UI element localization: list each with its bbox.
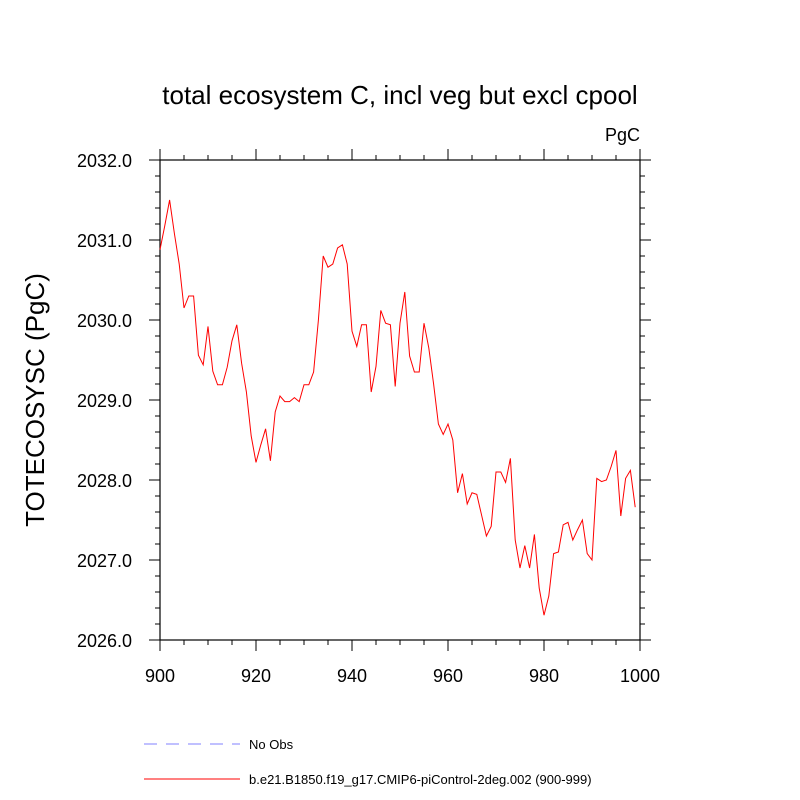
y-tick-label: 2028.0 (77, 471, 132, 491)
y-tick-label: 2027.0 (77, 551, 132, 571)
plot-frame (159, 159, 641, 641)
y-tick-label: 2032.0 (77, 151, 132, 171)
y-tick-label: 2031.0 (77, 231, 132, 251)
y-tick-label: 2026.0 (77, 631, 132, 651)
plot-area (159, 159, 641, 641)
x-tick-label: 900 (145, 666, 175, 686)
x-tick-label: 940 (337, 666, 367, 686)
y-tick-label: 2029.0 (77, 391, 132, 411)
axis-ticks: 900 920 940 960 980 1000 2026.0 2027.0 2028.0 202… (77, 149, 660, 686)
legend-label-1: b.e21.B1850.f19_g17.CMIP6-piControl-2deg… (249, 772, 592, 787)
units-label: PgC (605, 125, 640, 145)
series-layer (159, 199, 636, 616)
x-tick-label: 920 (241, 666, 271, 686)
series-line-1 (159, 199, 636, 616)
y-tick-label: 2030.0 (77, 311, 132, 331)
x-tick-label: 960 (433, 666, 463, 686)
chart-title: total ecosystem C, incl veg but excl cpo… (162, 80, 637, 110)
legend-label-0: No Obs (249, 737, 294, 752)
x-tick-label: 1000 (620, 666, 660, 686)
x-tick-label: 980 (529, 666, 559, 686)
y-axis-label: TOTECOSYSC (PgC) (20, 273, 50, 527)
legend: No Obs b.e21.B1850.f19_g17.CMIP6-piContro… (144, 737, 592, 787)
